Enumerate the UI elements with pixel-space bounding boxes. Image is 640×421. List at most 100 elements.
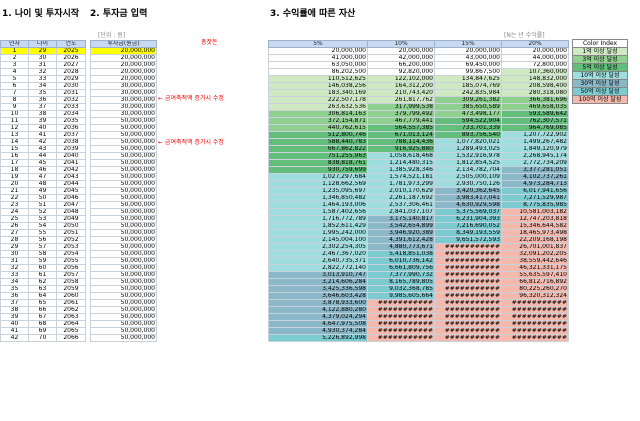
cell[interactable]: 306,814,163 <box>268 110 368 118</box>
cell[interactable]: 2051 <box>56 229 86 237</box>
cell[interactable]: 280,318,080 <box>501 89 569 97</box>
cell[interactable]: 69,450,000 <box>434 61 502 69</box>
cell[interactable]: 4,973,284,713 <box>501 180 569 188</box>
cell[interactable]: 2 <box>0 54 29 62</box>
cell[interactable]: 45 <box>28 159 57 167</box>
cell[interactable]: 22,209,168,198 <box>501 236 569 244</box>
cell[interactable]: 2040 <box>56 152 86 160</box>
cell[interactable]: 6,661,809,756 <box>367 264 435 272</box>
cell[interactable]: ########### <box>434 327 502 335</box>
cell[interactable]: 50,000,000 <box>90 138 157 146</box>
cell[interactable]: 50,000,000 <box>90 215 157 223</box>
cell[interactable]: 930,759,699 <box>268 166 368 174</box>
cell[interactable]: 50,000,000 <box>90 243 157 251</box>
cell[interactable]: 50,000,000 <box>90 145 157 153</box>
cell[interactable]: 564,557,385 <box>367 124 435 132</box>
cell[interactable]: 2047 <box>56 201 86 209</box>
cell[interactable]: 5,375,569,037 <box>434 208 502 216</box>
cell[interactable]: 50,000,000 <box>90 117 157 125</box>
cell[interactable]: ########### <box>434 292 502 300</box>
cell[interactable]: 2,640,735,371 <box>268 257 368 265</box>
cell[interactable]: 36 <box>0 292 29 300</box>
cell[interactable]: 2057 <box>56 271 86 279</box>
cell[interactable]: 20,000,000 <box>367 47 435 55</box>
cell[interactable]: 469,658,035 <box>501 103 569 111</box>
cell[interactable]: 63 <box>28 285 57 293</box>
cell[interactable]: ########### <box>367 334 435 342</box>
cell[interactable]: 242,835,984 <box>434 89 502 97</box>
cell[interactable]: 3,377,281,051 <box>501 166 569 174</box>
cell[interactable]: 50 <box>28 194 57 202</box>
cell[interactable]: 18,465,973,498 <box>501 229 569 237</box>
cell[interactable]: 38 <box>28 110 57 118</box>
cell[interactable]: ########### <box>434 250 502 258</box>
cell[interactable]: 55 <box>28 229 57 237</box>
cell[interactable]: 50,000,000 <box>90 173 157 181</box>
cell[interactable]: 183,340,169 <box>268 89 368 97</box>
cell[interactable]: 2,505,000,109 <box>434 173 502 181</box>
cell[interactable]: 3,214,606,284 <box>268 278 368 286</box>
cell[interactable]: 20,000,000 <box>90 61 157 69</box>
cell[interactable]: 56 <box>28 236 57 244</box>
cell[interactable]: ########### <box>434 320 502 328</box>
cell[interactable]: 2056 <box>56 264 86 272</box>
cell[interactable]: 2,268,945,174 <box>501 152 569 160</box>
cell[interactable]: 52 <box>28 208 57 216</box>
cell[interactable]: 50,000,000 <box>90 236 157 244</box>
cell[interactable]: ########### <box>434 334 502 342</box>
cell[interactable]: 2,010,170,629 <box>367 187 435 195</box>
column-header[interactable]: 15% <box>434 40 502 48</box>
cell[interactable]: 49 <box>28 187 57 195</box>
cell[interactable]: 37 <box>0 299 29 307</box>
cell[interactable]: 2062 <box>56 306 86 314</box>
cell[interactable]: 1,214,480,315 <box>367 159 435 167</box>
cell[interactable]: 50,000,000 <box>90 264 157 272</box>
cell[interactable]: 10,581,003,182 <box>501 208 569 216</box>
cell[interactable]: 96,320,312,324 <box>501 292 569 300</box>
cell[interactable]: ########### <box>367 313 435 321</box>
cell[interactable]: 146,038,256 <box>268 82 368 90</box>
cell[interactable]: 11 <box>0 117 29 125</box>
cell[interactable]: 1,235,095,697 <box>268 187 368 195</box>
cell[interactable]: ########### <box>434 278 502 286</box>
cell[interactable]: 43,000,000 <box>434 54 502 62</box>
cell[interactable]: 2028 <box>56 68 86 76</box>
cell[interactable]: 3,542,654,899 <box>367 222 435 230</box>
cell[interactable]: ########### <box>434 264 502 272</box>
cell[interactable]: 3,946,920,389 <box>367 229 435 237</box>
cell[interactable]: 26,701,001,837 <box>501 243 569 251</box>
cell[interactable]: 2066 <box>56 334 86 342</box>
cell[interactable]: 50,000,000 <box>90 271 157 279</box>
cell[interactable]: 667,862,822 <box>268 145 368 153</box>
cell[interactable]: 164,312,200 <box>367 82 435 90</box>
cell[interactable]: 2038 <box>56 138 86 146</box>
cell[interactable]: 1,716,772,789 <box>268 215 368 223</box>
cell[interactable]: 32,091,202,205 <box>501 250 569 258</box>
cell[interactable]: 33 <box>28 75 57 83</box>
cell[interactable]: 50,000,000 <box>90 124 157 132</box>
cell[interactable]: 6,017,941,656 <box>501 187 569 195</box>
cell[interactable]: 110,512,625 <box>268 75 368 83</box>
cell[interactable]: 39 <box>0 313 29 321</box>
cell[interactable]: 51 <box>28 201 57 209</box>
cell[interactable]: 916,925,880 <box>367 145 435 153</box>
cell[interactable]: 37 <box>28 103 57 111</box>
cell[interactable]: 20 <box>0 180 29 188</box>
cell[interactable]: 36 <box>28 96 57 104</box>
cell[interactable]: 7,271,529,987 <box>501 194 569 202</box>
cell[interactable]: 7,216,690,052 <box>434 222 502 230</box>
cell[interactable]: 3,420,362,645 <box>434 187 502 195</box>
cell[interactable]: 208,598,400 <box>501 82 569 90</box>
cell[interactable]: 99,867,500 <box>434 68 502 76</box>
cell[interactable]: 2055 <box>56 257 86 265</box>
column-header[interactable]: 투자금(원금) <box>90 40 157 48</box>
cell[interactable]: 50,000,000 <box>90 201 157 209</box>
cell[interactable]: 1,385,928,346 <box>367 166 435 174</box>
cell[interactable]: 68 <box>28 320 57 328</box>
cell[interactable]: 1,849,120,979 <box>501 145 569 153</box>
cell[interactable]: 66,200,000 <box>367 61 435 69</box>
cell[interactable]: 2026 <box>56 54 86 62</box>
cell[interactable]: 4,391,612,428 <box>367 236 435 244</box>
cell[interactable]: 1,499,267,482 <box>501 138 569 146</box>
cell[interactable]: 4 <box>0 68 29 76</box>
